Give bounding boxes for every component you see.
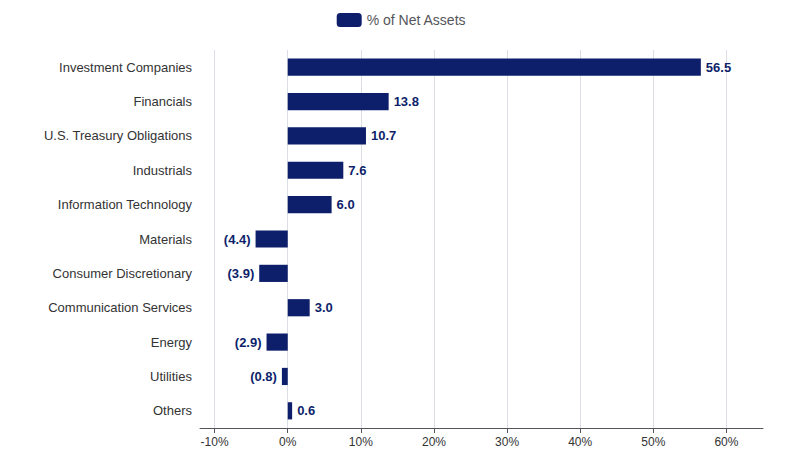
svg-text:30%: 30% bbox=[495, 435, 519, 449]
svg-text:0.6: 0.6 bbox=[297, 403, 315, 418]
svg-text:Utilities: Utilities bbox=[150, 369, 192, 384]
svg-text:60%: 60% bbox=[714, 435, 738, 449]
svg-text:10.7: 10.7 bbox=[371, 128, 396, 143]
svg-text:(0.8): (0.8) bbox=[250, 369, 277, 384]
svg-text:Materials: Materials bbox=[139, 232, 192, 247]
svg-text:6.0: 6.0 bbox=[337, 197, 355, 212]
svg-text:Information Technology: Information Technology bbox=[58, 197, 193, 212]
svg-text:20%: 20% bbox=[422, 435, 446, 449]
svg-text:% of Net Assets: % of Net Assets bbox=[367, 12, 466, 28]
svg-text:Communication Services: Communication Services bbox=[48, 300, 192, 315]
svg-text:Financials: Financials bbox=[133, 94, 192, 109]
svg-text:U.S. Treasury Obligations: U.S. Treasury Obligations bbox=[44, 128, 193, 143]
svg-text:13.8: 13.8 bbox=[394, 94, 419, 109]
svg-text:Industrials: Industrials bbox=[133, 163, 193, 178]
svg-text:Energy: Energy bbox=[151, 335, 193, 350]
svg-text:Investment Companies: Investment Companies bbox=[59, 60, 192, 75]
svg-text:3.0: 3.0 bbox=[315, 300, 333, 315]
svg-text:(2.9): (2.9) bbox=[235, 335, 262, 350]
svg-text:(3.9): (3.9) bbox=[227, 266, 254, 281]
svg-text:(4.4): (4.4) bbox=[224, 232, 251, 247]
svg-text:10%: 10% bbox=[349, 435, 373, 449]
svg-text:56.5: 56.5 bbox=[706, 60, 731, 75]
svg-text:Others: Others bbox=[153, 403, 193, 418]
svg-text:50%: 50% bbox=[641, 435, 665, 449]
svg-text:-10%: -10% bbox=[201, 435, 229, 449]
svg-text:Consumer Discretionary: Consumer Discretionary bbox=[53, 266, 193, 281]
svg-text:40%: 40% bbox=[568, 435, 592, 449]
svg-text:7.6: 7.6 bbox=[348, 163, 366, 178]
svg-text:0%: 0% bbox=[279, 435, 297, 449]
